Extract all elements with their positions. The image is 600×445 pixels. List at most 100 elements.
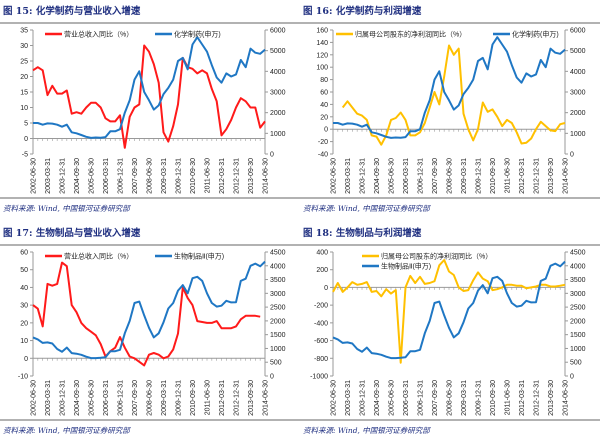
x-tick-label: 2012-12-31 [234,380,241,416]
series-line-1 [32,261,261,367]
x-tick-label: 2009-12-31 [476,380,483,416]
right-tick-label: 3000 [270,291,286,298]
left-tick-label: 140 [316,40,328,47]
x-tick-label: 2003-03-31 [345,158,352,194]
right-tick-label: 4500 [270,250,286,257]
x-tick-label: 2012-12-31 [234,158,241,194]
legend-label: 归属母公司股东的净利润同比（%） [381,252,492,261]
source-note: 资料来源: Wind, 中国银河证券研究部 [3,426,131,435]
x-tick-label: 2009-03-31 [461,158,468,194]
right-tick-label: 2000 [570,110,586,117]
left-tick-label: 10 [20,105,28,112]
x-tick-label: 2007-09-30 [432,380,439,416]
figure-16-panel: 图 16: 化学制药与利润增速 资料来源: Wind, 中国银河证券研究部 -40 -… [300,0,600,222]
left-tick-label: -20 [318,139,328,146]
x-tick-label: 2010-09-30 [190,158,197,194]
figure-17-panel: 图 17: 生物制品与营业收入增速 资料来源: Wind, 中国银河证券研究部 -1… [0,222,300,444]
x-tick-label: 2003-12-31 [360,380,367,416]
right-tick-label: 1500 [570,332,586,339]
left-tick-label: 10 [20,338,28,345]
figure-title: 图 16: 化学制药与利润增速 [303,5,422,17]
left-tick-label: -400 [314,320,328,327]
left-tick-label: 40 [320,102,328,109]
x-tick-label: 2012-03-31 [519,158,526,194]
figure-title: 图 17: 生物制品与营业收入增速 [3,227,141,239]
right-tick-label: 0 [270,374,274,381]
x-tick-label: 2003-03-31 [45,380,52,416]
series-line-1 [341,44,566,146]
x-tick-label: 2009-12-31 [176,380,183,416]
right-tick-label: 3000 [570,90,586,97]
right-tick-label: 4000 [270,263,286,270]
source-note: 资料来源: Wind, 中国银河证券研究部 [303,204,431,213]
left-tick-label: 0 [324,127,328,134]
x-tick-label: 2011-06-30 [205,380,212,415]
left-tick-label: 20 [20,74,28,81]
left-tick-label: 100 [316,65,328,72]
right-tick-label: 500 [270,360,282,367]
x-tick-label: 2008-06-30 [447,380,454,416]
right-tick-label: 1000 [570,131,586,138]
series-line-2 [33,36,266,139]
right-tick-label: 2000 [570,318,586,325]
x-tick-label: 2008-06-30 [147,380,154,416]
x-tick-label: 2002-06-30 [331,380,338,416]
right-tick-label: 3500 [270,277,286,284]
x-tick-label: 2003-12-31 [360,158,367,194]
x-tick-label: 2004-09-30 [74,380,81,416]
x-tick-label: 2014-06-30 [263,158,270,194]
figure-15-panel: 图 15: 化学制药与营业收入增速 资料来源: Wind, 中国银河证券研究部 -5… [0,0,300,222]
x-tick-label: 2008-06-30 [147,158,154,194]
left-tick-label: -800 [314,356,328,363]
x-tick-label: 2010-09-30 [490,158,497,194]
x-tick-label: 2007-09-30 [132,158,139,194]
x-tick-label: 2014-06-30 [563,158,570,194]
right-tick-label: 3000 [270,90,286,97]
legend-label: 化学制药(申万) [174,30,221,39]
x-tick-label: 2003-03-31 [345,380,352,416]
x-tick-label: 2011-06-30 [205,158,212,193]
left-tick-label: 30 [20,303,28,310]
x-tick-label: 2012-12-31 [534,158,541,194]
right-tick-label: 2000 [270,318,286,325]
x-tick-label: 2005-06-30 [389,158,396,194]
legend-label: 生物制品Ⅱ(申万) [174,252,224,261]
series-line-1 [332,259,566,364]
x-tick-label: 2005-06-30 [389,380,396,416]
left-tick-label: -200 [314,303,328,310]
left-tick-label: 20 [320,114,328,121]
x-tick-label: 2007-09-30 [132,380,139,416]
x-tick-label: 2004-09-30 [374,158,381,194]
right-tick-label: 1000 [270,346,286,353]
x-tick-label: 2014-06-30 [563,380,570,416]
right-tick-label: 6000 [570,28,586,35]
x-tick-label: 2002-06-30 [31,158,38,194]
left-tick-label: 80 [320,77,328,84]
left-tick-label: 25 [20,59,28,66]
right-tick-label: 1000 [570,346,586,353]
x-tick-label: 2005-06-30 [89,380,96,416]
x-tick-label: 2013-09-30 [548,380,555,416]
left-tick-label: 120 [316,52,328,59]
x-tick-label: 2013-09-30 [248,380,255,416]
x-tick-label: 2012-03-31 [519,380,526,416]
right-tick-label: 0 [570,374,574,381]
x-tick-label: 2010-09-30 [490,380,497,416]
left-tick-label: 40 [20,285,28,292]
left-tick-label: -5 [22,152,28,159]
right-tick-label: 2500 [270,305,286,312]
left-tick-label: 400 [316,250,328,257]
x-tick-label: 2006-12-31 [118,158,125,194]
x-tick-label: 2006-12-31 [118,380,125,416]
left-tick-label: 50 [20,267,28,274]
x-tick-label: 2006-03-31 [403,158,410,194]
left-tick-label: 5 [24,121,28,128]
left-tick-label: 0 [324,285,328,292]
right-tick-label: 500 [570,360,582,367]
source-note: 资料来源: Wind, 中国银河证券研究部 [303,426,431,435]
right-tick-label: 2000 [270,110,286,117]
